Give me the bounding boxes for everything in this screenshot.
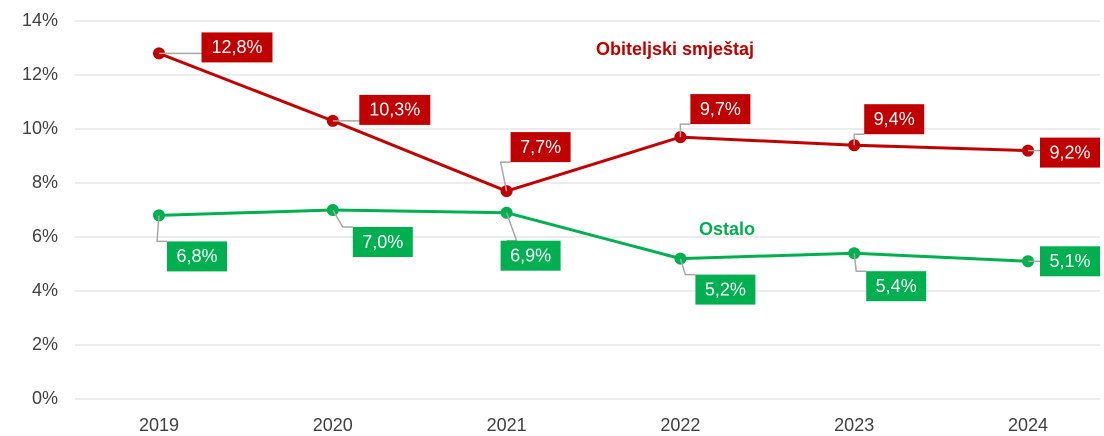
- y-tick-label: 4%: [32, 280, 58, 300]
- x-tick-label: 2019: [139, 415, 179, 435]
- data-label-box: [500, 240, 561, 271]
- data-label: 6,8%: [176, 246, 217, 266]
- data-label: 10,3%: [369, 100, 420, 120]
- x-tick-label: 2022: [660, 415, 700, 435]
- x-tick-label: 2023: [834, 415, 874, 435]
- data-label-box: [1040, 246, 1100, 277]
- leader-line: [332, 209, 353, 228]
- y-tick-label: 0%: [32, 388, 58, 408]
- data-label-box: [352, 227, 413, 257]
- x-tick-label: 2021: [487, 415, 527, 435]
- data-label-box: [1040, 137, 1100, 168]
- data-label-box: [690, 94, 751, 125]
- data-label-box: [510, 132, 571, 163]
- data-label: 5,4%: [876, 276, 917, 296]
- leader-line: [679, 123, 691, 138]
- leader-line: [499, 161, 511, 192]
- leader-line: [853, 133, 865, 146]
- data-label-box: [866, 271, 927, 302]
- leader-line: [156, 215, 167, 243]
- data-label-box: [695, 274, 756, 305]
- y-tick-label: 14%: [22, 10, 58, 30]
- data-point: [500, 206, 513, 219]
- data-label-box: [201, 32, 273, 63]
- series-line: [158, 208, 1029, 263]
- leader-line: [853, 253, 867, 272]
- y-tick-label: 2%: [32, 334, 58, 354]
- data-label: 6,9%: [510, 245, 551, 265]
- data-label: 5,2%: [705, 279, 746, 299]
- series-line: [158, 52, 1029, 193]
- y-tick-label: 12%: [22, 64, 58, 84]
- data-label: 9,4%: [874, 109, 915, 129]
- data-label: 7,0%: [362, 232, 403, 252]
- data-label: 7,7%: [520, 137, 561, 157]
- leader-line: [679, 258, 696, 276]
- data-label: 5,1%: [1049, 251, 1090, 271]
- data-label: 9,2%: [1049, 142, 1090, 162]
- data-label: 12,8%: [211, 37, 262, 57]
- data-label-box: [864, 104, 925, 135]
- y-tick-label: 10%: [22, 118, 58, 138]
- y-tick-label: 8%: [32, 172, 58, 192]
- x-tick-label: 2020: [313, 415, 353, 435]
- data-label-box: [167, 241, 227, 272]
- series-name: Ostalo: [699, 219, 755, 239]
- x-tick-label: 2024: [1008, 415, 1048, 435]
- series-name: Obiteljski smještaj: [596, 39, 754, 59]
- y-tick-label: 6%: [32, 226, 58, 246]
- data-label: 9,7%: [700, 99, 741, 119]
- data-label-box: [359, 94, 431, 125]
